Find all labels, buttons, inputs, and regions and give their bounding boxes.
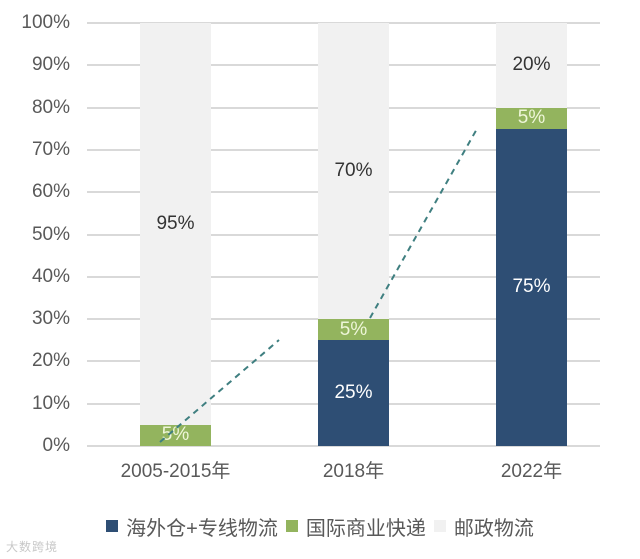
y-axis-tick-label: 90% (31, 54, 70, 76)
chart-legend: 海外仓+专线物流 国际商业快递 邮政物流 (0, 512, 640, 541)
y-axis-tick-label: 0% (42, 435, 70, 456)
legend-swatch (433, 520, 446, 532)
legend-label: 邮政物流 (453, 517, 534, 540)
legend-swatch (106, 520, 119, 532)
data-label: 5% (517, 107, 546, 129)
gridline (87, 445, 600, 447)
bar-segment: 20% (496, 23, 567, 108)
y-axis-tick-label: 60% (31, 181, 70, 203)
bar-segment: 5% (318, 318, 389, 341)
data-label: 5% (339, 318, 368, 340)
watermark: 大数跨境 (6, 540, 59, 554)
legend-item: 邮政物流 (433, 512, 534, 541)
y-axis-tick-label: 30% (31, 308, 70, 330)
dashed-trend-line (369, 126, 479, 319)
data-label: 25% (334, 382, 373, 404)
x-axis-tick-label: 2005-2015年 (120, 461, 231, 482)
y-axis-tick-label: 80% (31, 96, 70, 118)
bar-segment: 95% (140, 23, 211, 425)
data-label: 70% (334, 160, 373, 182)
data-label: 75% (512, 276, 551, 298)
legend-swatch (285, 520, 298, 532)
legend-label: 海外仓+专线物流 (126, 517, 278, 540)
data-label: 95% (156, 212, 195, 234)
bar-segment: 5% (496, 107, 567, 129)
legend-item: 国际商业快递 (285, 512, 426, 541)
y-axis-tick-label: 70% (31, 138, 70, 160)
legend-label: 国际商业快递 (305, 517, 426, 540)
y-axis-tick-label: 40% (31, 265, 70, 287)
y-axis-tick-label: 10% (31, 392, 70, 414)
y-axis-tick-label: 100% (21, 12, 70, 33)
x-axis-tick-label: 2018年 (322, 461, 385, 482)
y-axis-tick-label: 50% (31, 223, 70, 245)
data-label: 20% (512, 54, 551, 76)
bar-segment: 70% (318, 23, 389, 320)
data-label: 5% (161, 424, 190, 446)
dashed-trend-line (159, 339, 280, 443)
x-axis-tick-label: 2022年 (500, 461, 563, 482)
y-axis-tick-label: 20% (31, 350, 70, 372)
bar-segment: 75% (496, 128, 567, 446)
legend-item: 海外仓+专线物流 (106, 512, 278, 541)
bar-segment: 5% (140, 424, 211, 446)
bar-segment: 25% (318, 340, 389, 446)
